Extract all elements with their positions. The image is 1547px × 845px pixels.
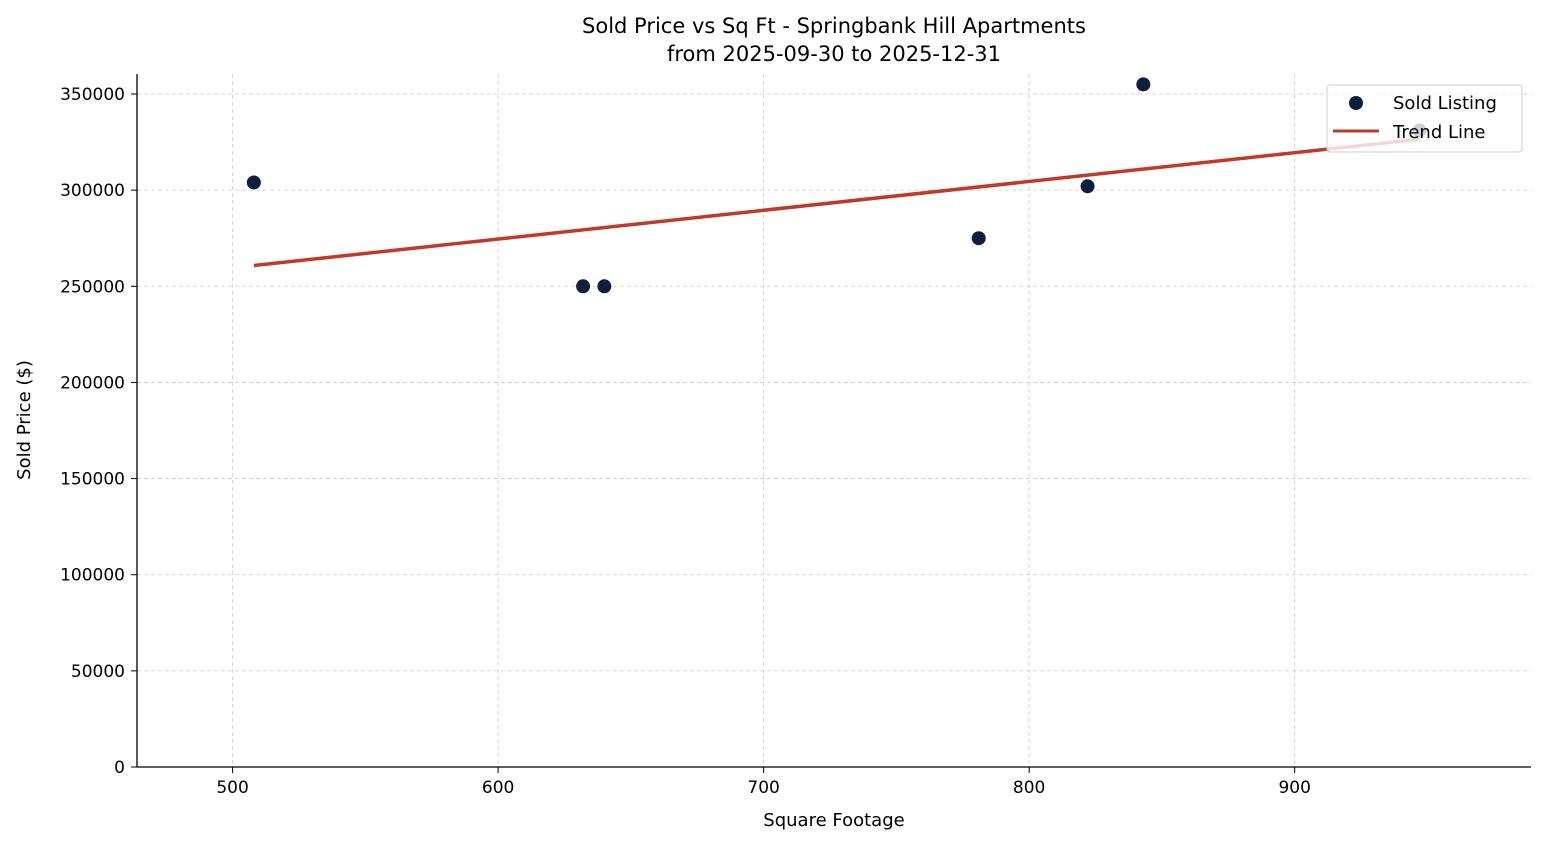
y-tick-label: 250000	[60, 277, 125, 297]
x-axis-label: Square Footage	[763, 810, 904, 831]
y-tick-label: 200000	[60, 373, 125, 393]
chart-subtitle: from 2025-09-30 to 2025-12-31	[667, 42, 1001, 66]
data-point	[1136, 77, 1151, 92]
data-marks	[246, 77, 1427, 294]
x-tick-label: 900	[1278, 778, 1310, 798]
trend-line	[253, 137, 1420, 268]
x-tick-label: 500	[216, 778, 248, 798]
x-tick-label: 700	[747, 778, 779, 798]
legend-marker-sold-listing	[1349, 96, 1363, 110]
data-point	[576, 279, 591, 294]
y-tick-label: 0	[114, 758, 125, 778]
data-point	[971, 231, 986, 246]
chart-title: Sold Price vs Sq Ft - Springbank Hill Ap…	[582, 14, 1086, 38]
y-tick-label: 100000	[60, 566, 125, 586]
y-tick-label: 50000	[71, 662, 125, 682]
y-tick-label: 350000	[60, 85, 125, 105]
legend-label-sold-listing: Sold Listing	[1393, 93, 1497, 114]
legend-box	[1326, 84, 1523, 153]
data-point	[246, 175, 261, 190]
x-tick-label: 800	[1013, 778, 1045, 798]
y-tick-label: 150000	[60, 470, 125, 490]
y-axis-label: Sold Price ($)	[14, 360, 35, 480]
x-tick-label: 600	[482, 778, 514, 798]
legend: Sold Listing Trend Line	[1326, 84, 1523, 153]
grid	[137, 74, 1531, 767]
legend-label-trend-line: Trend Line	[1392, 122, 1486, 143]
data-point	[1080, 179, 1095, 194]
y-tick-label: 300000	[60, 181, 125, 201]
axis-ticks: 500 600 700 800 900 0 50000 100000 150000 200000 2…	[60, 85, 1311, 798]
data-point	[597, 279, 612, 294]
